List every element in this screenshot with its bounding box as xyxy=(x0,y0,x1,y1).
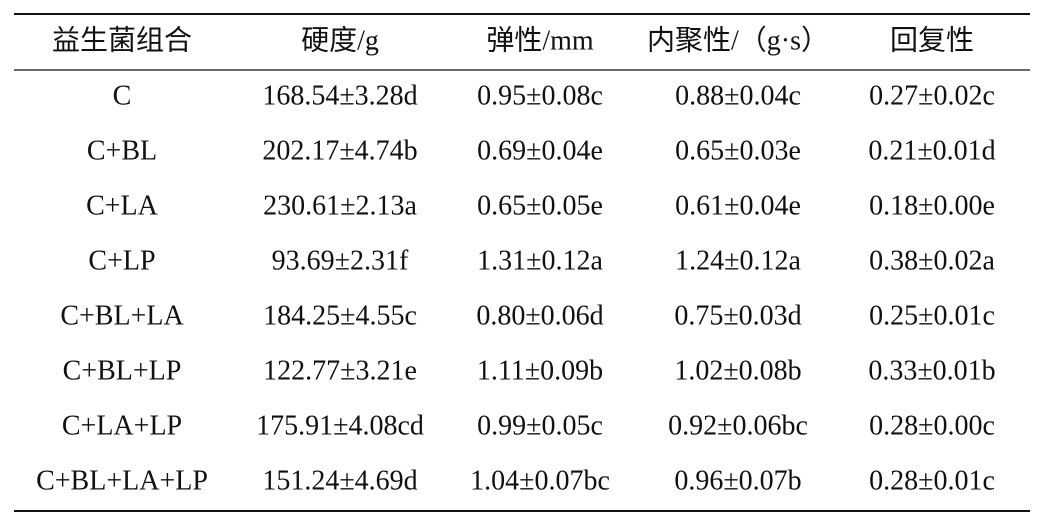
cell: 0.28±0.00c xyxy=(869,410,995,441)
cell: 175.91±4.08cd xyxy=(256,410,424,441)
row-label: C+BL+LP xyxy=(63,355,182,386)
cell: 0.69±0.04e xyxy=(477,135,603,166)
cell: 122.77±3.21e xyxy=(263,355,417,386)
row-label: C+LA+LP xyxy=(62,410,182,441)
row-label: C+LA xyxy=(86,190,159,221)
cell: 0.21±0.01d xyxy=(868,135,995,166)
cell: 1.04±0.07bc xyxy=(470,465,610,496)
cell: 151.24±4.69d xyxy=(262,465,417,496)
cell: 1.11±0.09b xyxy=(477,355,603,386)
cell: 0.96±0.07b xyxy=(674,465,801,496)
cell: 0.28±0.01c xyxy=(869,465,995,496)
row-label: C+LP xyxy=(88,245,155,276)
header-cell: 益生菌组合 xyxy=(52,24,192,56)
cell: 1.02±0.08b xyxy=(674,355,801,386)
cell: 0.38±0.02a xyxy=(869,245,995,276)
cell: 1.24±0.12a xyxy=(675,245,801,276)
cell: 0.18±0.00e xyxy=(869,190,995,221)
cell: 168.54±3.28d xyxy=(262,80,417,111)
row-label: C+BL+LA xyxy=(60,300,184,331)
row-label: C+BL+LA+LP xyxy=(36,465,208,496)
cell: 0.80±0.06d xyxy=(476,300,603,331)
cell: 0.75±0.03d xyxy=(674,300,801,331)
cell: 93.69±2.31f xyxy=(272,245,409,276)
header-cell: 硬度/g xyxy=(301,24,379,56)
header-cell: 弹性/mm xyxy=(486,24,594,56)
row-label: C+BL xyxy=(87,135,157,166)
cell: 202.17±4.74b xyxy=(262,135,417,166)
cell: 0.27±0.02c xyxy=(869,80,995,111)
cell: 0.65±0.05e xyxy=(477,190,603,221)
cell: 0.25±0.01c xyxy=(869,300,995,331)
cell: 0.61±0.04e xyxy=(675,190,801,221)
row-label: C xyxy=(113,80,132,111)
cell: 230.61±2.13a xyxy=(263,190,417,221)
cell: 0.88±0.04c xyxy=(675,80,801,111)
cell: 0.92±0.06bc xyxy=(668,410,808,441)
cell: 184.25±4.55c xyxy=(263,300,417,331)
cell: 0.33±0.01b xyxy=(868,355,995,386)
cell: 1.31±0.12a xyxy=(477,245,603,276)
header-cell: 回复性 xyxy=(890,24,974,56)
cell: 0.65±0.03e xyxy=(675,135,801,166)
header-cell: 内聚性/（g·s） xyxy=(647,24,829,56)
cell: 0.99±0.05c xyxy=(477,410,603,441)
cell: 0.95±0.08c xyxy=(477,80,603,111)
